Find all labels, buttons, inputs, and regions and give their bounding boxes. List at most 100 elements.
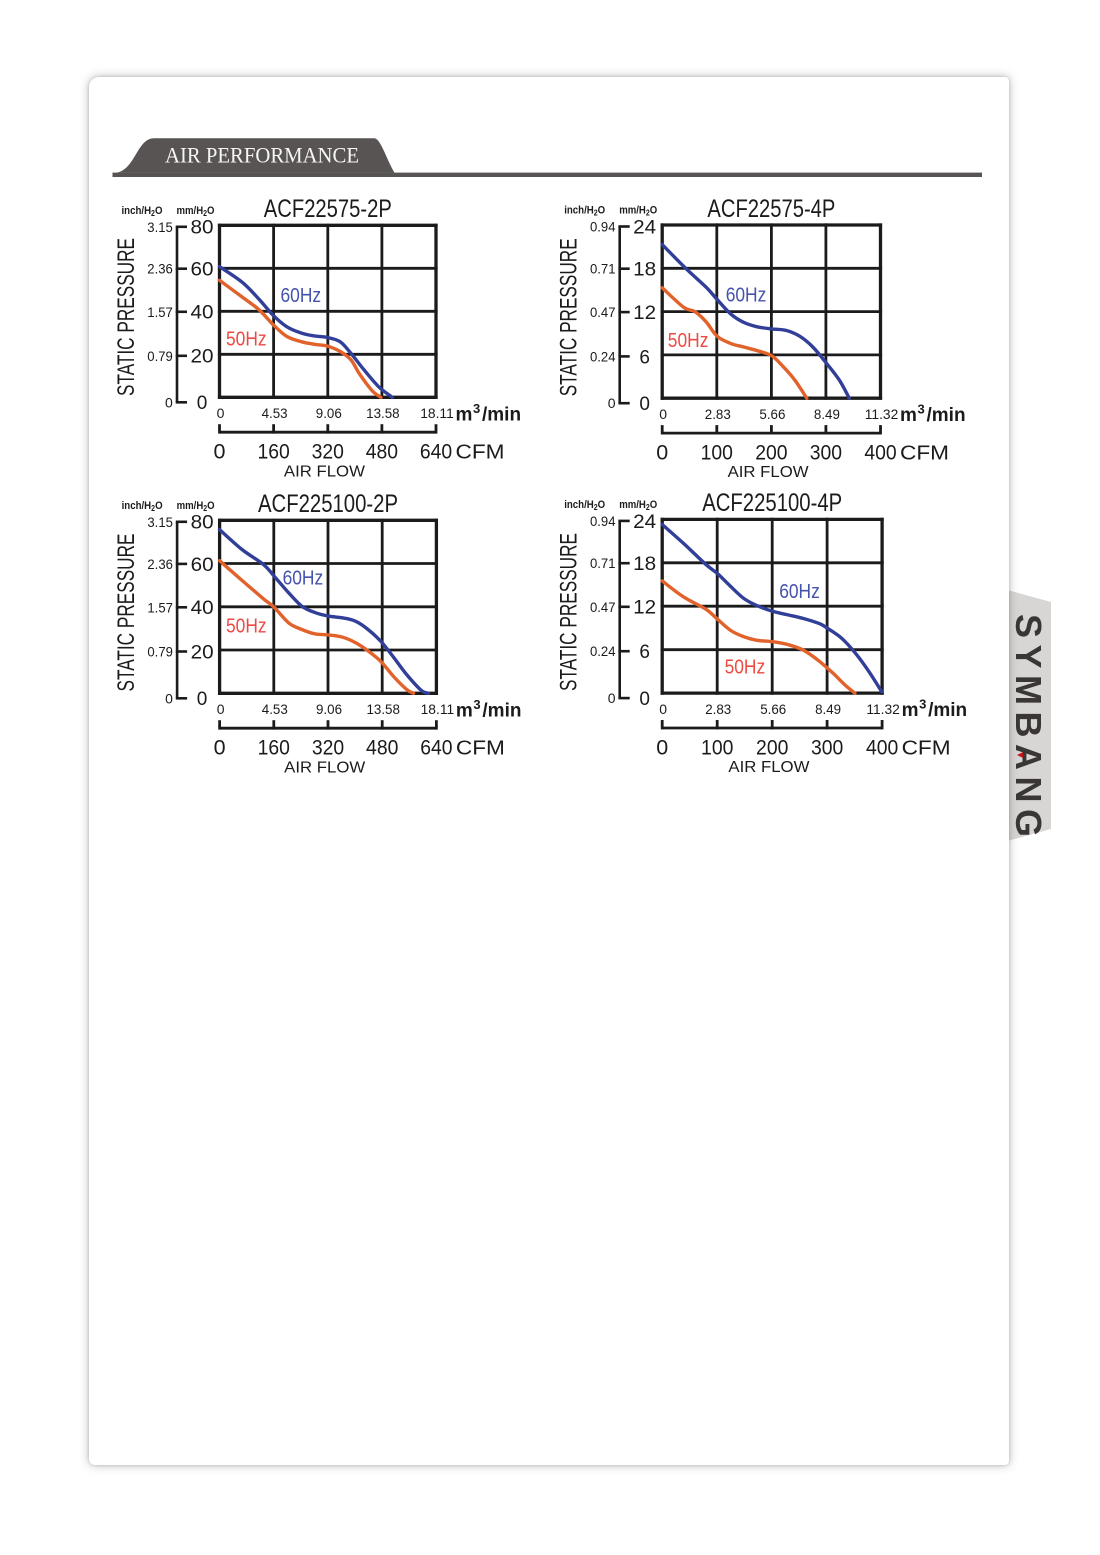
svg-text:480: 480 (366, 736, 398, 760)
svg-text:24: 24 (633, 512, 656, 533)
svg-text:60Hz: 60Hz (779, 581, 820, 603)
svg-text:320: 320 (312, 440, 344, 464)
svg-text:inch/H2O: inch/H2O (122, 500, 163, 513)
svg-text:11.32: 11.32 (866, 701, 900, 717)
svg-text:STATIC PRESSURE: STATIC PRESSURE (556, 238, 583, 396)
svg-text:inch/H2O: inch/H2O (122, 205, 163, 218)
svg-text:0: 0 (639, 394, 650, 415)
svg-text:24: 24 (633, 217, 656, 238)
svg-text:50Hz: 50Hz (668, 330, 709, 352)
svg-text:40: 40 (191, 598, 214, 619)
svg-text:0.94: 0.94 (590, 219, 616, 235)
svg-text:0.79: 0.79 (147, 644, 173, 660)
svg-text:0: 0 (659, 701, 667, 717)
svg-text:60Hz: 60Hz (283, 567, 324, 589)
svg-text:60Hz: 60Hz (726, 284, 767, 306)
svg-text:18.11: 18.11 (421, 701, 455, 717)
svg-text:0: 0 (197, 393, 208, 414)
svg-text:160: 160 (257, 440, 289, 464)
svg-text:0.47: 0.47 (590, 304, 616, 320)
svg-text:AIR FLOW: AIR FLOW (284, 463, 366, 480)
svg-text:0: 0 (639, 689, 650, 710)
svg-text:/min: /min (482, 700, 521, 721)
svg-text:0: 0 (214, 736, 226, 760)
svg-text:m: m (456, 700, 473, 721)
svg-text:13.58: 13.58 (366, 701, 400, 717)
svg-text:60: 60 (191, 260, 214, 281)
svg-text:20: 20 (191, 642, 214, 663)
svg-text:8.49: 8.49 (815, 701, 841, 717)
svg-text:/min: /min (927, 405, 966, 426)
svg-text:0.47: 0.47 (590, 599, 616, 615)
svg-text:200: 200 (755, 441, 787, 465)
svg-text:13.58: 13.58 (366, 405, 400, 421)
svg-text:0: 0 (217, 701, 225, 717)
svg-text:0: 0 (659, 406, 667, 422)
svg-text:400: 400 (864, 441, 896, 465)
svg-text:AIR PERFORMANCE: AIR PERFORMANCE (165, 142, 359, 167)
svg-text:ACF22575-4P: ACF22575-4P (707, 195, 835, 223)
svg-text:480: 480 (366, 440, 398, 464)
svg-text:400: 400 (866, 735, 898, 759)
svg-text:4.53: 4.53 (262, 701, 288, 717)
svg-text:0: 0 (214, 440, 226, 464)
svg-text:AIR FLOW: AIR FLOW (284, 759, 366, 776)
svg-text:18.11: 18.11 (420, 405, 454, 421)
svg-text:AIR FLOW: AIR FLOW (728, 759, 810, 776)
svg-text:ACF225100-4P: ACF225100-4P (702, 489, 842, 517)
svg-text:300: 300 (810, 441, 842, 465)
svg-text:6: 6 (639, 347, 650, 368)
svg-text:AIR FLOW: AIR FLOW (728, 464, 810, 481)
svg-text:inch/H2O: inch/H2O (564, 499, 605, 512)
svg-text:320: 320 (312, 736, 344, 760)
svg-text:m: m (900, 405, 917, 426)
svg-text:0.79: 0.79 (147, 348, 173, 364)
svg-text:0.71: 0.71 (590, 261, 616, 277)
svg-text:8.49: 8.49 (814, 406, 840, 422)
svg-text:0.24: 0.24 (590, 348, 616, 364)
svg-text:STATIC PRESSURE: STATIC PRESSURE (113, 534, 140, 692)
svg-text:20: 20 (191, 347, 214, 368)
svg-text:80: 80 (191, 218, 214, 239)
svg-text:4.53: 4.53 (262, 405, 288, 421)
svg-text:160: 160 (258, 736, 290, 760)
svg-text:5.66: 5.66 (759, 406, 785, 422)
svg-text:CFM: CFM (902, 737, 951, 759)
svg-text:3: 3 (919, 697, 926, 712)
svg-text:2.83: 2.83 (705, 406, 731, 422)
svg-text:m: m (456, 404, 473, 425)
svg-text:3: 3 (473, 401, 480, 416)
svg-text:18: 18 (633, 260, 656, 281)
svg-text:mm/H2O: mm/H2O (177, 500, 215, 513)
svg-text:mm/H2O: mm/H2O (619, 205, 657, 218)
svg-text:0: 0 (165, 690, 173, 706)
svg-text:80: 80 (191, 513, 214, 534)
svg-text:3.15: 3.15 (147, 219, 173, 235)
svg-text:9.06: 9.06 (316, 701, 342, 717)
svg-text:0: 0 (197, 689, 208, 710)
svg-text:CFM: CFM (900, 443, 949, 465)
svg-text:300: 300 (811, 735, 843, 759)
svg-text:2.83: 2.83 (705, 701, 731, 717)
svg-text:50Hz: 50Hz (226, 615, 267, 637)
svg-text:0: 0 (608, 395, 616, 411)
svg-text:9.06: 9.06 (316, 405, 342, 421)
svg-text:100: 100 (701, 735, 733, 759)
svg-text:0.94: 0.94 (590, 513, 616, 529)
svg-text:2.36: 2.36 (147, 556, 173, 572)
svg-text:6: 6 (639, 642, 650, 663)
svg-text:STATIC PRESSURE: STATIC PRESSURE (556, 533, 583, 691)
svg-text:0: 0 (217, 405, 225, 421)
svg-text:60: 60 (191, 555, 214, 576)
svg-text:640: 640 (420, 440, 452, 464)
svg-text:50Hz: 50Hz (226, 329, 267, 351)
svg-text:m: m (902, 700, 919, 721)
svg-text:2.36: 2.36 (147, 261, 173, 277)
svg-text:11.32: 11.32 (865, 406, 899, 422)
svg-text:60Hz: 60Hz (281, 285, 322, 307)
svg-text:200: 200 (756, 735, 788, 759)
svg-text:0: 0 (608, 690, 616, 706)
svg-text:ACF225100-2P: ACF225100-2P (258, 490, 398, 518)
svg-text:0: 0 (165, 394, 173, 410)
svg-text:12: 12 (633, 598, 656, 619)
